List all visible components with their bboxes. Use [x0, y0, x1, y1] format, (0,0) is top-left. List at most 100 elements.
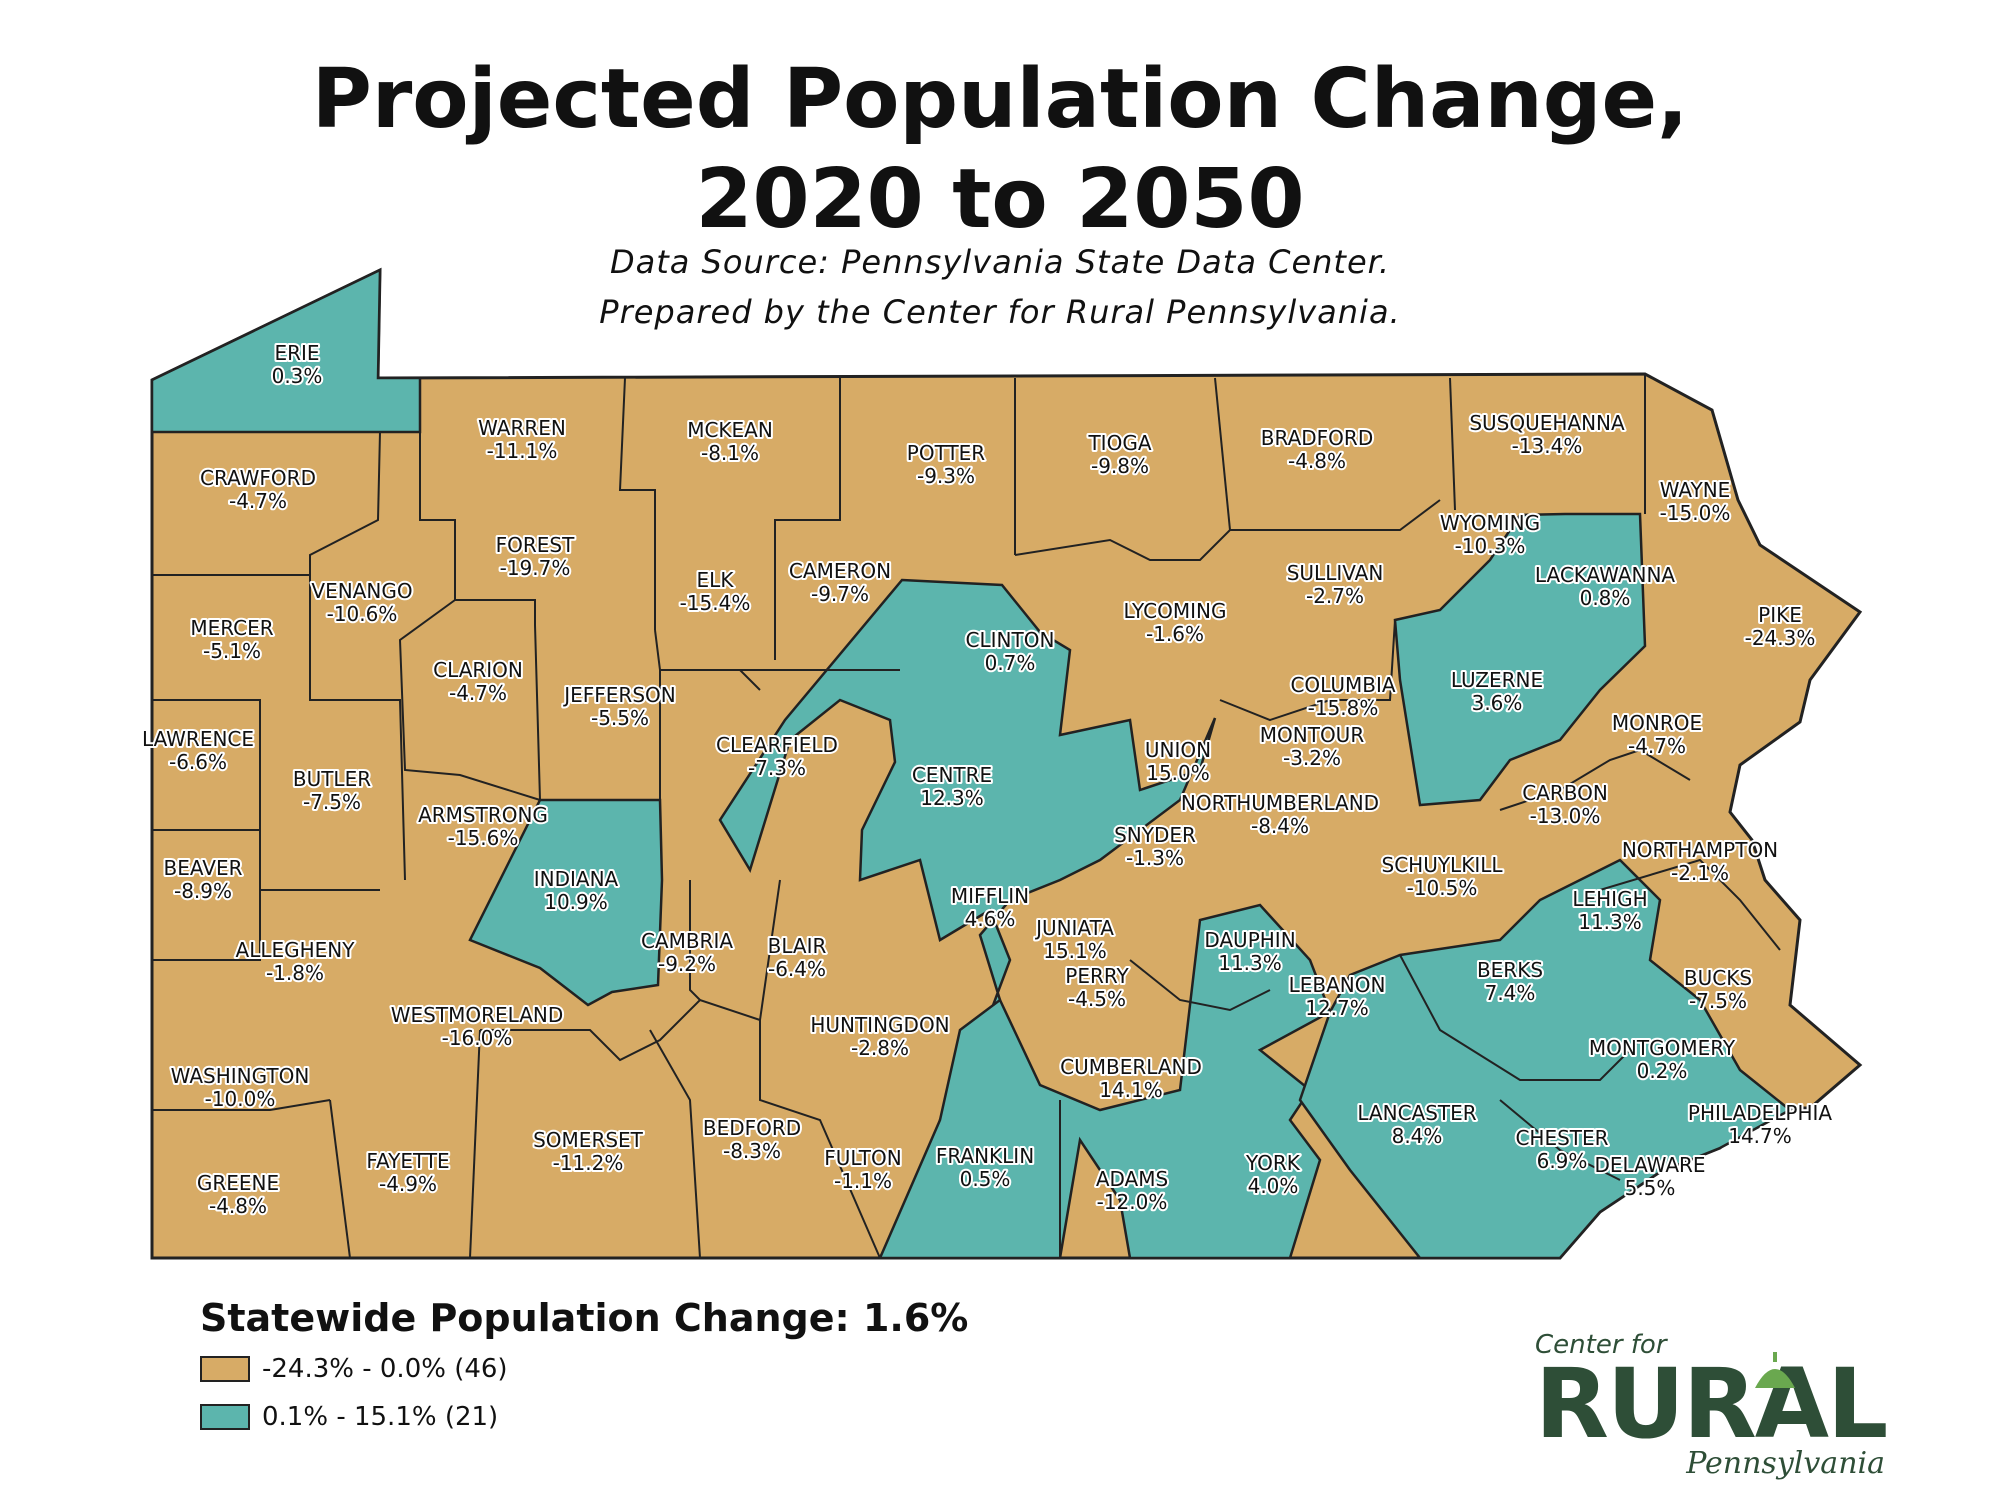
- county-name-lehigh: LEHIGH: [1572, 887, 1647, 911]
- county-value-susquehanna: -13.4%: [1512, 434, 1583, 458]
- capitol-dome-icon: [1755, 1352, 1795, 1388]
- county-value-fulton: -1.1%: [834, 1169, 892, 1193]
- county-value-luzerne: 3.6%: [1472, 691, 1523, 715]
- county-name-juniata: JUNIATA: [1034, 916, 1114, 940]
- county-value-adams: -12.0%: [1097, 1190, 1168, 1214]
- county-name-tioga: TIOGA: [1087, 431, 1151, 455]
- county-name-wayne: WAYNE: [1660, 478, 1731, 502]
- county-name-monroe: MONROE: [1612, 711, 1702, 735]
- county-value-union: 15.0%: [1146, 761, 1210, 785]
- county-name-columbia: COLUMBIA: [1290, 673, 1395, 697]
- county-name-mercer: MERCER: [190, 616, 273, 640]
- county-name-bedford: BEDFORD: [703, 1116, 801, 1140]
- county-name-lycoming: LYCOMING: [1124, 599, 1227, 623]
- county-name-allegheny: ALLEGHENY: [236, 938, 356, 962]
- county-value-lycoming: -1.6%: [1146, 622, 1204, 646]
- county-value-cumberland: 14.1%: [1099, 1078, 1163, 1102]
- logo-bottom-text: Pennsylvania: [1686, 1446, 1885, 1481]
- county-name-luzerne: LUZERNE: [1451, 668, 1543, 692]
- logo-main-text: RURAL: [1535, 1348, 1888, 1460]
- map-title-line-1: Projected Population Change,: [311, 52, 1689, 147]
- county-name-butler: BUTLER: [293, 767, 371, 791]
- county-name-bucks: BUCKS: [1684, 966, 1752, 990]
- county-name-lackawanna: LACKAWANNA: [1535, 563, 1676, 587]
- county-value-montour: -3.2%: [1283, 746, 1341, 770]
- county-boundaries: [151, 374, 1781, 1259]
- county-value-mifflin: 4.6%: [965, 907, 1016, 931]
- county-value-monroe: -4.7%: [1628, 734, 1686, 758]
- county-name-clinton: CLINTON: [966, 628, 1055, 652]
- county-name-schuylkill: SCHUYLKILL: [1382, 853, 1504, 877]
- county-value-chester: 6.9%: [1537, 1149, 1588, 1173]
- county-name-lawrence: LAWRENCE: [142, 727, 254, 751]
- county-value-bedford: -8.3%: [723, 1139, 781, 1163]
- county-name-erie: ERIE: [274, 341, 319, 365]
- county-name-chester: CHESTER: [1515, 1126, 1608, 1150]
- county-name-blair: BLAIR: [768, 934, 827, 958]
- county-name-franklin: FRANKLIN: [936, 1144, 1034, 1168]
- county-value-somerset: -11.2%: [553, 1151, 624, 1175]
- county-name-clarion: CLARION: [433, 658, 523, 682]
- county-value-philadelphia: 14.7%: [1728, 1124, 1792, 1148]
- legend-swatch-growth: [200, 1404, 250, 1430]
- county-name-beaver: BEAVER: [164, 856, 243, 880]
- county-name-forest: FOREST: [496, 533, 575, 557]
- county-name-clearfield: CLEARFIELD: [716, 733, 838, 757]
- county-value-cameron: -9.7%: [811, 582, 869, 606]
- county-value-snyder: -1.3%: [1126, 846, 1184, 870]
- county-name-potter: POTTER: [907, 441, 986, 465]
- county-value-lackawanna: 0.8%: [1580, 586, 1631, 610]
- data-source-text: Data Source: Pennsylvania State Data Cen…: [609, 243, 1391, 281]
- county-name-susquehanna: SUSQUEHANNA: [1469, 411, 1625, 435]
- county-value-mercer: -5.1%: [203, 639, 261, 663]
- county-value-westmoreland: -16.0%: [442, 1026, 513, 1050]
- county-value-butler: -7.5%: [303, 790, 361, 814]
- county-name-union: UNION: [1145, 738, 1211, 762]
- county-name-lancaster: LANCASTER: [1357, 1101, 1476, 1125]
- county-name-northampton: NORTHAMPTON: [1622, 838, 1778, 862]
- county-value-juniata: 15.1%: [1043, 939, 1107, 963]
- county-name-carbon: CARBON: [1522, 781, 1608, 805]
- county-name-montgomery: MONTGOMERY: [1589, 1036, 1736, 1060]
- county-value-northampton: -2.1%: [1671, 861, 1729, 885]
- county-value-potter: -9.3%: [917, 464, 975, 488]
- statewide-change: Statewide Population Change: 1.6%: [200, 1296, 969, 1340]
- county-name-crawford: CRAWFORD: [200, 466, 316, 490]
- county-value-berks: 7.4%: [1485, 981, 1536, 1005]
- county-value-northumberland: -8.4%: [1251, 814, 1309, 838]
- county-name-somerset: SOMERSET: [533, 1128, 644, 1152]
- county-name-warren: WARREN: [478, 416, 566, 440]
- county-value-armstrong: -15.6%: [448, 826, 519, 850]
- county-name-mckean: MCKEAN: [687, 418, 773, 442]
- county-name-huntingdon: HUNTINGDON: [810, 1013, 949, 1037]
- region-northeast: [1393, 512, 1647, 807]
- county-value-carbon: -13.0%: [1530, 804, 1601, 828]
- county-value-wyoming: -10.3%: [1455, 534, 1526, 558]
- county-name-dauphin: DAUPHIN: [1204, 928, 1295, 952]
- county-value-lebanon: 12.7%: [1305, 996, 1369, 1020]
- map-title-line-2: 2020 to 2050: [695, 152, 1305, 247]
- county-value-franklin: 0.5%: [960, 1167, 1011, 1191]
- county-value-lancaster: 8.4%: [1392, 1124, 1443, 1148]
- county-name-jefferson: JEFFERSON: [562, 683, 675, 707]
- county-value-perry: -4.5%: [1068, 987, 1126, 1011]
- county-value-mckean: -8.1%: [701, 441, 759, 465]
- county-name-bradford: BRADFORD: [1261, 426, 1373, 450]
- county-value-cambria: -9.2%: [658, 952, 716, 976]
- region-indiana: [468, 798, 664, 1007]
- county-value-crawford: -4.7%: [229, 489, 287, 513]
- county-name-washington: WASHINGTON: [171, 1064, 310, 1088]
- county-value-venango: -10.6%: [327, 602, 398, 626]
- county-value-greene: -4.8%: [209, 1194, 267, 1218]
- county-name-wyoming: WYOMING: [1440, 511, 1540, 535]
- county-name-greene: GREENE: [197, 1171, 279, 1195]
- county-name-fulton: FULTON: [824, 1146, 901, 1170]
- county-name-lebanon: LEBANON: [1289, 973, 1386, 997]
- county-name-montour: MONTOUR: [1260, 723, 1365, 747]
- county-value-bucks: -7.5%: [1689, 989, 1747, 1013]
- county-value-pike: -24.3%: [1745, 626, 1816, 650]
- county-value-jefferson: -5.5%: [591, 706, 649, 730]
- county-name-adams: ADAMS: [1096, 1167, 1168, 1191]
- county-labels: ERIE0.3%CRAWFORD-4.7%WARREN-11.1%MCKEAN-…: [140, 339, 1834, 1220]
